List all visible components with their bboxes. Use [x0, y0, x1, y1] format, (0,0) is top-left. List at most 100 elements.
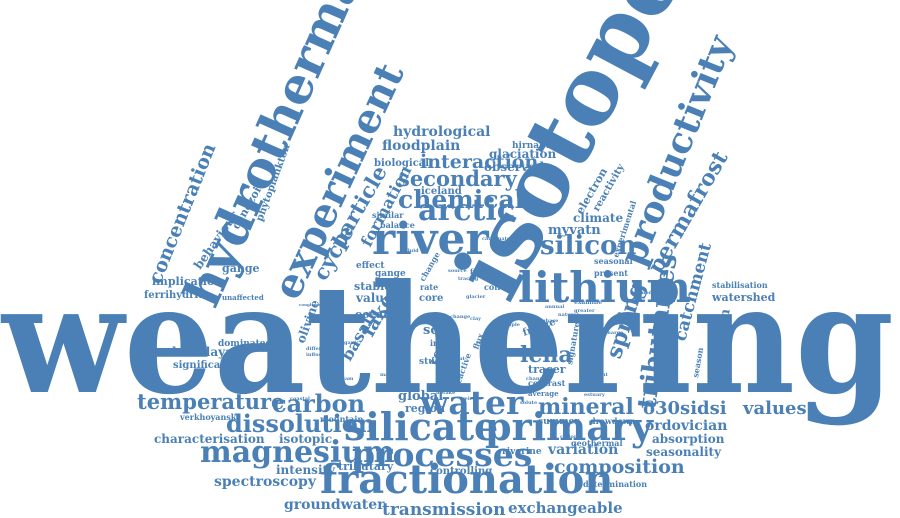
word-effect: effect: [356, 261, 385, 271]
word-climate: climate: [573, 211, 623, 225]
word-riverine: riverine: [502, 447, 542, 457]
word-primary: primary: [485, 404, 654, 449]
word-coastal: coastal: [290, 396, 310, 402]
word-contrast: contrast: [528, 378, 566, 388]
word-spectroscopy: spectroscopy: [214, 474, 317, 490]
word-tracer: tracer: [528, 363, 566, 376]
word-budget: budget: [392, 380, 412, 386]
word-composition: composition: [554, 456, 685, 478]
word-interaction: interaction: [420, 151, 538, 173]
word-uptake: uptake: [436, 390, 455, 396]
word-hirnantian: hirnantian: [512, 141, 566, 151]
word-gange-2: gange: [375, 269, 406, 279]
word-weathering: weathering: [0, 252, 894, 428]
word-clay: clay: [470, 316, 482, 322]
word-values: values: [742, 398, 807, 419]
word-channel: channel: [526, 376, 548, 382]
word-carbon: carbon: [272, 389, 365, 418]
word-intensity: intensity: [276, 463, 336, 477]
word-influence: influence: [306, 352, 332, 358]
word-d30si: δ30si: [643, 398, 697, 419]
word-isotopic: isotopic: [279, 432, 332, 446]
word-processes: processes: [352, 435, 532, 474]
word-carbonate: carbonate: [482, 236, 510, 242]
word-geothermal: geothermal: [571, 438, 623, 448]
word-exchangeable: exchangeable: [508, 499, 623, 517]
word-ordovician: ordovician: [645, 418, 727, 434]
word-marine: marine: [380, 372, 400, 378]
word-controlling: controlling: [430, 466, 492, 477]
word-average: average: [528, 389, 559, 398]
word-significant: significant: [173, 360, 233, 371]
word-region: region: [405, 402, 445, 415]
word-magnesium: magnesium: [200, 435, 395, 470]
word-temperature: temperature: [137, 389, 284, 414]
word-chemical: chemical: [398, 185, 524, 214]
word-colloid: colloid: [484, 282, 515, 292]
word-stream: stream: [334, 376, 354, 382]
word-sediment: sediment: [582, 372, 608, 378]
word-time: time: [426, 316, 446, 326]
word-fluid: fluid: [406, 248, 419, 254]
word-dominated: dominated: [218, 339, 272, 349]
word-global: global: [398, 389, 443, 404]
word-lena: lena: [520, 342, 573, 368]
word-soil: soil: [423, 323, 449, 338]
word-observed: observed: [484, 160, 545, 174]
word-water: water: [419, 383, 524, 422]
word-dissolution: dissolution: [226, 409, 375, 438]
word-discharge: discharge: [596, 330, 623, 336]
word-absorption: absorption: [652, 432, 725, 446]
word-stabilisation: stabilisation: [712, 280, 768, 290]
word-groundwater: groundwater: [284, 497, 385, 513]
word-river: river: [372, 214, 489, 265]
word-record: record: [488, 356, 507, 362]
word-model: model: [640, 290, 657, 296]
word-secondary: secondary: [398, 166, 518, 191]
word-silicate: silicate: [344, 404, 498, 449]
word-watershed: watershed: [711, 291, 776, 304]
word-balance: balance: [380, 220, 415, 230]
word-drawdown: drawdown: [590, 416, 636, 426]
word-greater: greater: [574, 308, 595, 314]
word-phase: phase: [542, 318, 558, 324]
word-transmission: transmission: [382, 500, 506, 518]
word-characterisation: characterisation: [154, 432, 265, 446]
word-sample: sample: [500, 322, 520, 328]
word-source: source: [448, 268, 467, 274]
word-study: study: [419, 357, 447, 367]
word-floodplain: floodplain: [382, 138, 460, 154]
word-basin: basin: [380, 388, 395, 394]
word-dsi: dsi: [697, 398, 727, 419]
word-implication: implication: [152, 275, 222, 288]
word-biological: biological: [374, 158, 429, 169]
word-annual: annual: [545, 304, 564, 310]
word-ocean: ocean: [355, 308, 391, 321]
word-myvatn: myvatn: [548, 223, 601, 238]
word-glacier: glacier: [466, 294, 486, 300]
word-silicon: silicon: [540, 231, 636, 261]
word-natural: natural: [558, 312, 579, 318]
word-unaffected: unaffected: [222, 293, 264, 302]
word-ferrihydrite: ferrihydrite: [144, 290, 209, 301]
word-different: different: [306, 346, 331, 352]
word-conglomerate: conglomerate: [299, 302, 330, 307]
word-arctic: arctic: [418, 193, 515, 228]
word-core: core: [419, 293, 443, 304]
word-glaciation: glaciation: [489, 147, 556, 161]
word-organic: organic: [338, 340, 359, 346]
word-himalaya: himalaya: [172, 345, 233, 359]
word-ratio: ratio: [476, 340, 490, 346]
word-summer: summer: [538, 417, 579, 427]
word-lithium: lithium: [518, 263, 691, 312]
word-input: input: [450, 356, 466, 362]
word-verkhoyansk: verkhoyansk: [179, 412, 237, 422]
word-tracing: tracing: [458, 276, 479, 282]
word-estuary: estuary: [584, 392, 606, 398]
word-seasonal: seasonal: [594, 256, 633, 266]
word-release: release: [462, 396, 482, 402]
word-solute: solute: [520, 400, 537, 406]
word-hydrological: hydrological: [393, 124, 491, 140]
word-change-2: change: [450, 314, 470, 320]
word-fractionation: fractionation: [320, 456, 613, 503]
